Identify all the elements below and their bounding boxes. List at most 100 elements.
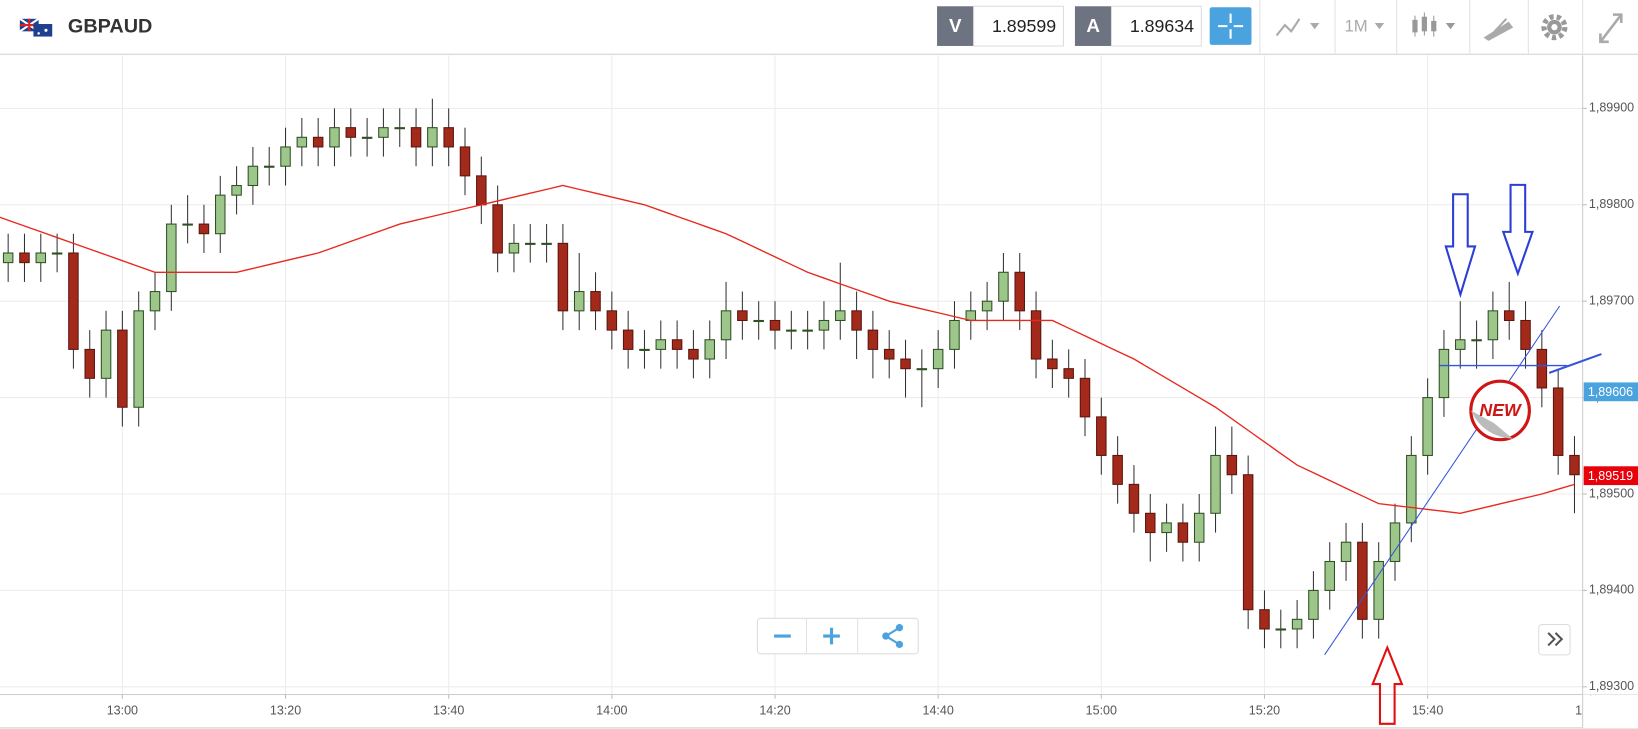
candle-body — [932, 348, 944, 370]
candle-body — [786, 329, 797, 332]
price-badge — [1583, 466, 1638, 486]
candle-body — [1536, 348, 1548, 389]
candle-body — [1503, 310, 1515, 321]
timeframe[interactable]: 1M — [1344, 17, 1367, 36]
y-tick-label: 1,89300 — [1589, 679, 1634, 693]
candle-body — [1014, 271, 1025, 312]
candle-body — [1047, 358, 1058, 370]
candle-body — [345, 127, 357, 138]
share-button[interactable] — [882, 624, 904, 649]
candle-body — [443, 127, 454, 148]
x-tick-label: 13:20 — [270, 704, 301, 718]
candle-body — [1193, 512, 1205, 543]
candle-body — [182, 223, 193, 226]
candle-body — [133, 310, 144, 408]
candle-body — [949, 319, 960, 350]
candle-body — [280, 146, 291, 167]
settings-button[interactable] — [1541, 14, 1568, 41]
draw-tool-button[interactable] — [1483, 18, 1514, 41]
candle-body — [1112, 454, 1123, 485]
candle-body — [166, 223, 177, 293]
candle-body — [1030, 310, 1042, 360]
candle-body — [1145, 512, 1156, 534]
fullscreen-button[interactable] — [1599, 13, 1623, 44]
candle-body — [378, 127, 389, 138]
candle-body — [427, 127, 438, 148]
candle-body — [525, 242, 536, 245]
candle-body — [1487, 310, 1499, 341]
plot-area — [0, 98, 1580, 649]
candle-body — [573, 291, 585, 312]
new-sticker: NEW — [1469, 379, 1531, 442]
y-axis-panel — [1582, 55, 1638, 695]
candle-body — [655, 339, 667, 350]
ask-price: 1.89634 — [1130, 16, 1194, 36]
candle-body — [1552, 387, 1564, 456]
candle-body — [394, 127, 405, 130]
price-badge — [1583, 382, 1638, 402]
up-arrow — [1371, 644, 1404, 725]
pointer-line — [1548, 353, 1602, 374]
y-tick-label: 1,89500 — [1589, 486, 1634, 500]
candle-body — [1063, 368, 1074, 379]
candle-body — [2, 252, 14, 264]
candle-body — [1210, 454, 1221, 514]
candle-body — [916, 368, 928, 371]
y-tick-label: 1,89400 — [1589, 583, 1634, 597]
candle-body — [312, 136, 324, 148]
candle-body — [1357, 541, 1368, 620]
candle-body — [1455, 339, 1466, 350]
grid — [0, 55, 1592, 695]
candle-body — [1406, 454, 1417, 524]
candle-body — [508, 242, 520, 254]
zoom-in-button[interactable] — [823, 627, 840, 645]
candle-body — [459, 146, 471, 177]
candle-body — [215, 194, 226, 235]
x-axis: 13:00 13:20 13:40 14:00 14:20 14:40 15:00 15:20… — [107, 694, 1606, 718]
candle-body — [19, 252, 30, 264]
chart-type-button[interactable] — [1275, 18, 1320, 37]
timeframe-caret — [1374, 22, 1385, 30]
candle-body — [35, 252, 47, 264]
candle-type-button[interactable] — [1412, 12, 1456, 37]
candle-body — [1096, 416, 1107, 456]
candle-body — [1226, 454, 1238, 476]
header — [0, 0, 1638, 55]
candle-body — [900, 358, 911, 370]
candle-body — [1389, 522, 1401, 563]
x-tick-label: 15:40 — [1412, 704, 1443, 718]
candle-body — [1079, 377, 1091, 418]
candle-body — [198, 223, 210, 235]
candle-body — [263, 165, 275, 168]
candle-body — [737, 310, 748, 321]
candle-body — [1161, 522, 1172, 534]
down-arrow — [1444, 193, 1477, 299]
candle-body — [410, 127, 422, 148]
candle-body — [1520, 319, 1531, 350]
zoom-controls — [756, 617, 919, 655]
candle-body — [231, 184, 242, 196]
candle-body — [1422, 397, 1433, 456]
ask-box[interactable] — [1110, 5, 1202, 47]
candle-body — [84, 348, 95, 379]
candle-body — [476, 175, 487, 206]
candle-body — [835, 310, 846, 321]
crosshair-button[interactable] — [1209, 7, 1252, 45]
candle-body — [867, 329, 879, 350]
candle-body — [557, 242, 569, 312]
flag — [19, 17, 53, 37]
candle-body — [541, 242, 552, 245]
bid-box[interactable] — [973, 5, 1064, 47]
candle-body — [1275, 628, 1287, 631]
sticker-text: NEW — [1479, 400, 1523, 420]
trend-line — [1324, 305, 1561, 656]
candle-body — [329, 127, 340, 148]
candle-body — [68, 252, 79, 350]
candle-body — [149, 291, 161, 312]
ask-tag — [1074, 6, 1112, 46]
candle-body — [818, 319, 830, 331]
candle-body — [704, 339, 715, 360]
x-tick-label: 13:40 — [433, 704, 464, 718]
scroll-end-icon — [1547, 632, 1564, 647]
